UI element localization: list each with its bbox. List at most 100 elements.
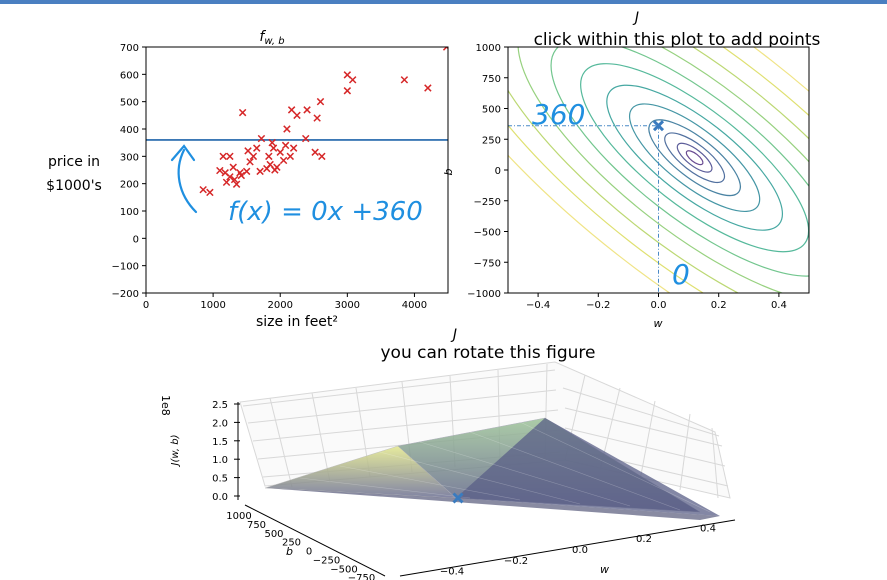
chart1-data-point: [242, 167, 251, 176]
chart2-title: J: [632, 10, 639, 26]
chart2-ytick-label: 250: [482, 135, 501, 146]
chart2-contour-line: [648, 119, 741, 197]
chart1-data-point: [238, 108, 247, 117]
chart3-wtick-label: 0.4: [700, 523, 716, 534]
chart3-zscale-label: 1e8: [159, 395, 172, 416]
chart1-data-point: [286, 152, 295, 161]
chart1-data-point: [253, 144, 261, 152]
chart3-wtick-label: −0.2: [504, 556, 528, 567]
chart1-ytick-label: 100: [120, 207, 139, 218]
chart1-ytick-label: 0: [133, 234, 139, 245]
chart3-btick-label: 0: [306, 547, 312, 558]
cost-surface-3d-chart[interactable]: J you can rotate this figure: [159, 327, 736, 580]
chart2-xtick-label: 0.2: [711, 300, 727, 311]
chart3-wlabel: w: [600, 563, 609, 576]
chart1-ytick-label: 600: [120, 70, 139, 81]
chart1-data-point: [279, 156, 288, 165]
chart3-current-point-marker: [452, 492, 464, 504]
chart1-data-point: [268, 138, 276, 147]
chart1-data-point: [229, 163, 237, 171]
chart1-xtick-label: 2000: [267, 300, 292, 311]
chart1-data-point: [219, 152, 227, 161]
chart3-btick-label: 750: [247, 520, 266, 531]
chart1-xlabel: size in feet²: [256, 314, 338, 330]
chart1-ylabel-line2: $1000's: [46, 178, 102, 194]
chart1-data-point: [230, 175, 239, 184]
chart3-btick-label: −500: [330, 564, 357, 575]
chart2-ytick-label: −250: [474, 197, 501, 208]
chart1-data-point: [222, 178, 231, 187]
chart3-ztick-label: 0.5: [212, 474, 228, 485]
chart1-data-point: [257, 134, 266, 143]
chart3-subtitle: you can rotate this figure: [381, 343, 596, 363]
chart1-annotation-arrow: [170, 144, 198, 214]
chart1-data-point: [311, 148, 319, 156]
chart1-data-point: [265, 152, 273, 161]
chart3-ztick-label: 2.5: [212, 400, 228, 411]
chart3-btick-label: −250: [313, 555, 340, 566]
chart2-ytick-label: −1000: [467, 289, 501, 300]
chart3-wtick-label: 0.2: [636, 534, 652, 545]
chart2-xtick-label: −0.4: [526, 300, 550, 311]
chart3-ztick-label: 2.0: [212, 418, 228, 429]
chart3-btick-label: 250: [282, 538, 301, 549]
chart3-ztick-label: 0.0: [212, 492, 228, 503]
chart1-data-point: [400, 76, 409, 84]
chart1-data-point: [244, 147, 252, 155]
chart1-xtick-label: 0: [143, 300, 149, 311]
chart2-contour-line: [508, 47, 809, 293]
chart3-title: J: [450, 327, 457, 343]
chart2-contour-line: [550, 47, 809, 277]
chart1-data-point: [246, 158, 254, 166]
chart2-contour-line: [685, 150, 704, 166]
chart1-ytick-label: 400: [120, 125, 139, 136]
chart3-wtick-label: 0.0: [572, 545, 588, 556]
chart1-data-point: [216, 166, 224, 175]
chart3-ztick-label: 1.5: [212, 437, 228, 448]
chart1-axes-frame: [145, 46, 449, 294]
chart2-contour-line: [517, 47, 809, 293]
chart2-ytick-label: 1000: [476, 43, 501, 54]
chart1-data-point: [283, 125, 291, 133]
window-top-border: [0, 0, 887, 4]
chart2-xlabel: w: [654, 317, 663, 330]
chart2-ytick-label: 0: [495, 166, 501, 177]
chart2-contour-line: [508, 47, 809, 293]
chart1-ytick-label: −200: [112, 289, 139, 300]
chart1-ytick-label: 700: [120, 43, 139, 54]
chart1-data-point: [256, 167, 264, 176]
chart1-ytick-label: 500: [120, 98, 139, 109]
chart1-data-point: [287, 106, 296, 114]
chart1-data-point: [318, 152, 326, 161]
chart2-ytick-label: 500: [482, 105, 501, 116]
chart1-data-point: [226, 173, 234, 181]
chart1-ytick-label: 200: [120, 180, 139, 191]
chart2-axes-frame: [507, 46, 810, 294]
chart3-wtick-label: −0.4: [440, 567, 464, 578]
chart1-data-point: [289, 144, 298, 152]
chart2-annotation-w: 0: [672, 258, 690, 291]
chart2-contour-line: [580, 63, 809, 253]
chart3-surface: [264, 417, 720, 520]
chart3-zlabel: J(w, b): [170, 435, 181, 468]
chart1-data-point: [206, 188, 214, 197]
chart2-contour-line: [508, 47, 809, 293]
chart3-blabel: b: [286, 545, 293, 558]
chart2-ytick-label: 750: [482, 74, 501, 85]
chart2-xtick-label: 0.4: [771, 300, 787, 311]
price-scatter-chart: fw, b 0 1000 2000 3000 400070060050040030020…: [46, 29, 449, 330]
chart2-current-point-marker: [652, 120, 665, 132]
chart2-contour-line: [664, 132, 726, 184]
chart1-data-point: [269, 144, 278, 152]
chart1-data-point: [276, 148, 284, 156]
cost-contour-chart[interactable]: J click within this plot to add points −…: [332, 0, 887, 479]
chart1-data-point: [313, 114, 321, 122]
chart2-contour-line: [628, 103, 761, 213]
chart3-btick-label: −750: [348, 573, 375, 580]
chart1-data-point: [301, 134, 310, 143]
chart1-data-point: [199, 185, 207, 194]
chart1-data-point: [424, 84, 432, 92]
chart2-ytick-label: −750: [474, 258, 501, 269]
chart2-annotation-b: 360: [532, 98, 585, 131]
